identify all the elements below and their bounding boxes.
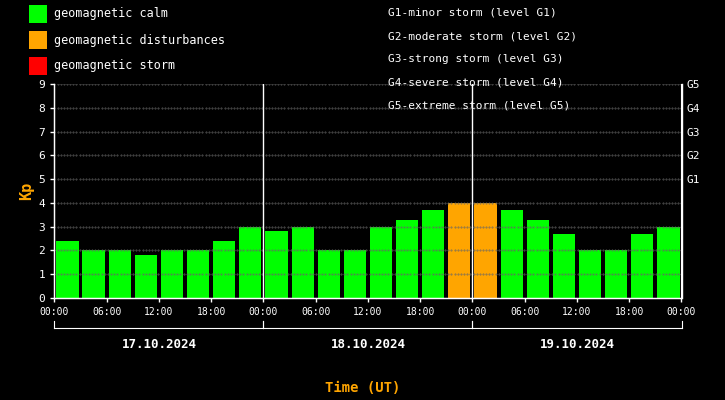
Bar: [187, 250, 210, 298]
Bar: [318, 250, 340, 298]
Text: G3-strong storm (level G3): G3-strong storm (level G3): [388, 54, 563, 64]
Bar: [265, 232, 288, 298]
Bar: [109, 250, 130, 298]
Text: 18.10.2024: 18.10.2024: [331, 338, 405, 350]
Bar: [526, 220, 549, 298]
Bar: [552, 234, 575, 298]
Text: geomagnetic storm: geomagnetic storm: [54, 60, 175, 72]
Bar: [370, 227, 392, 298]
Text: 17.10.2024: 17.10.2024: [121, 338, 196, 350]
Text: G1-minor storm (level G1): G1-minor storm (level G1): [388, 8, 557, 18]
Text: G5-extreme storm (level G5): G5-extreme storm (level G5): [388, 101, 570, 111]
Text: 19.10.2024: 19.10.2024: [539, 338, 615, 350]
Bar: [57, 241, 78, 298]
Bar: [448, 203, 471, 298]
Bar: [135, 255, 157, 298]
Bar: [161, 250, 183, 298]
Bar: [658, 227, 679, 298]
Bar: [396, 220, 418, 298]
Text: geomagnetic disturbances: geomagnetic disturbances: [54, 34, 225, 46]
Bar: [500, 210, 523, 298]
Bar: [579, 250, 601, 298]
Text: geomagnetic calm: geomagnetic calm: [54, 8, 168, 20]
Y-axis label: Kp: Kp: [20, 182, 34, 200]
Text: Time (UT): Time (UT): [325, 381, 400, 395]
Bar: [605, 250, 627, 298]
Bar: [239, 227, 262, 298]
Text: G2-moderate storm (level G2): G2-moderate storm (level G2): [388, 31, 577, 41]
Bar: [213, 241, 236, 298]
Bar: [474, 203, 497, 298]
Bar: [344, 250, 366, 298]
Bar: [291, 227, 314, 298]
Bar: [422, 210, 444, 298]
Bar: [83, 250, 104, 298]
Bar: [631, 234, 653, 298]
Text: G4-severe storm (level G4): G4-severe storm (level G4): [388, 78, 563, 88]
